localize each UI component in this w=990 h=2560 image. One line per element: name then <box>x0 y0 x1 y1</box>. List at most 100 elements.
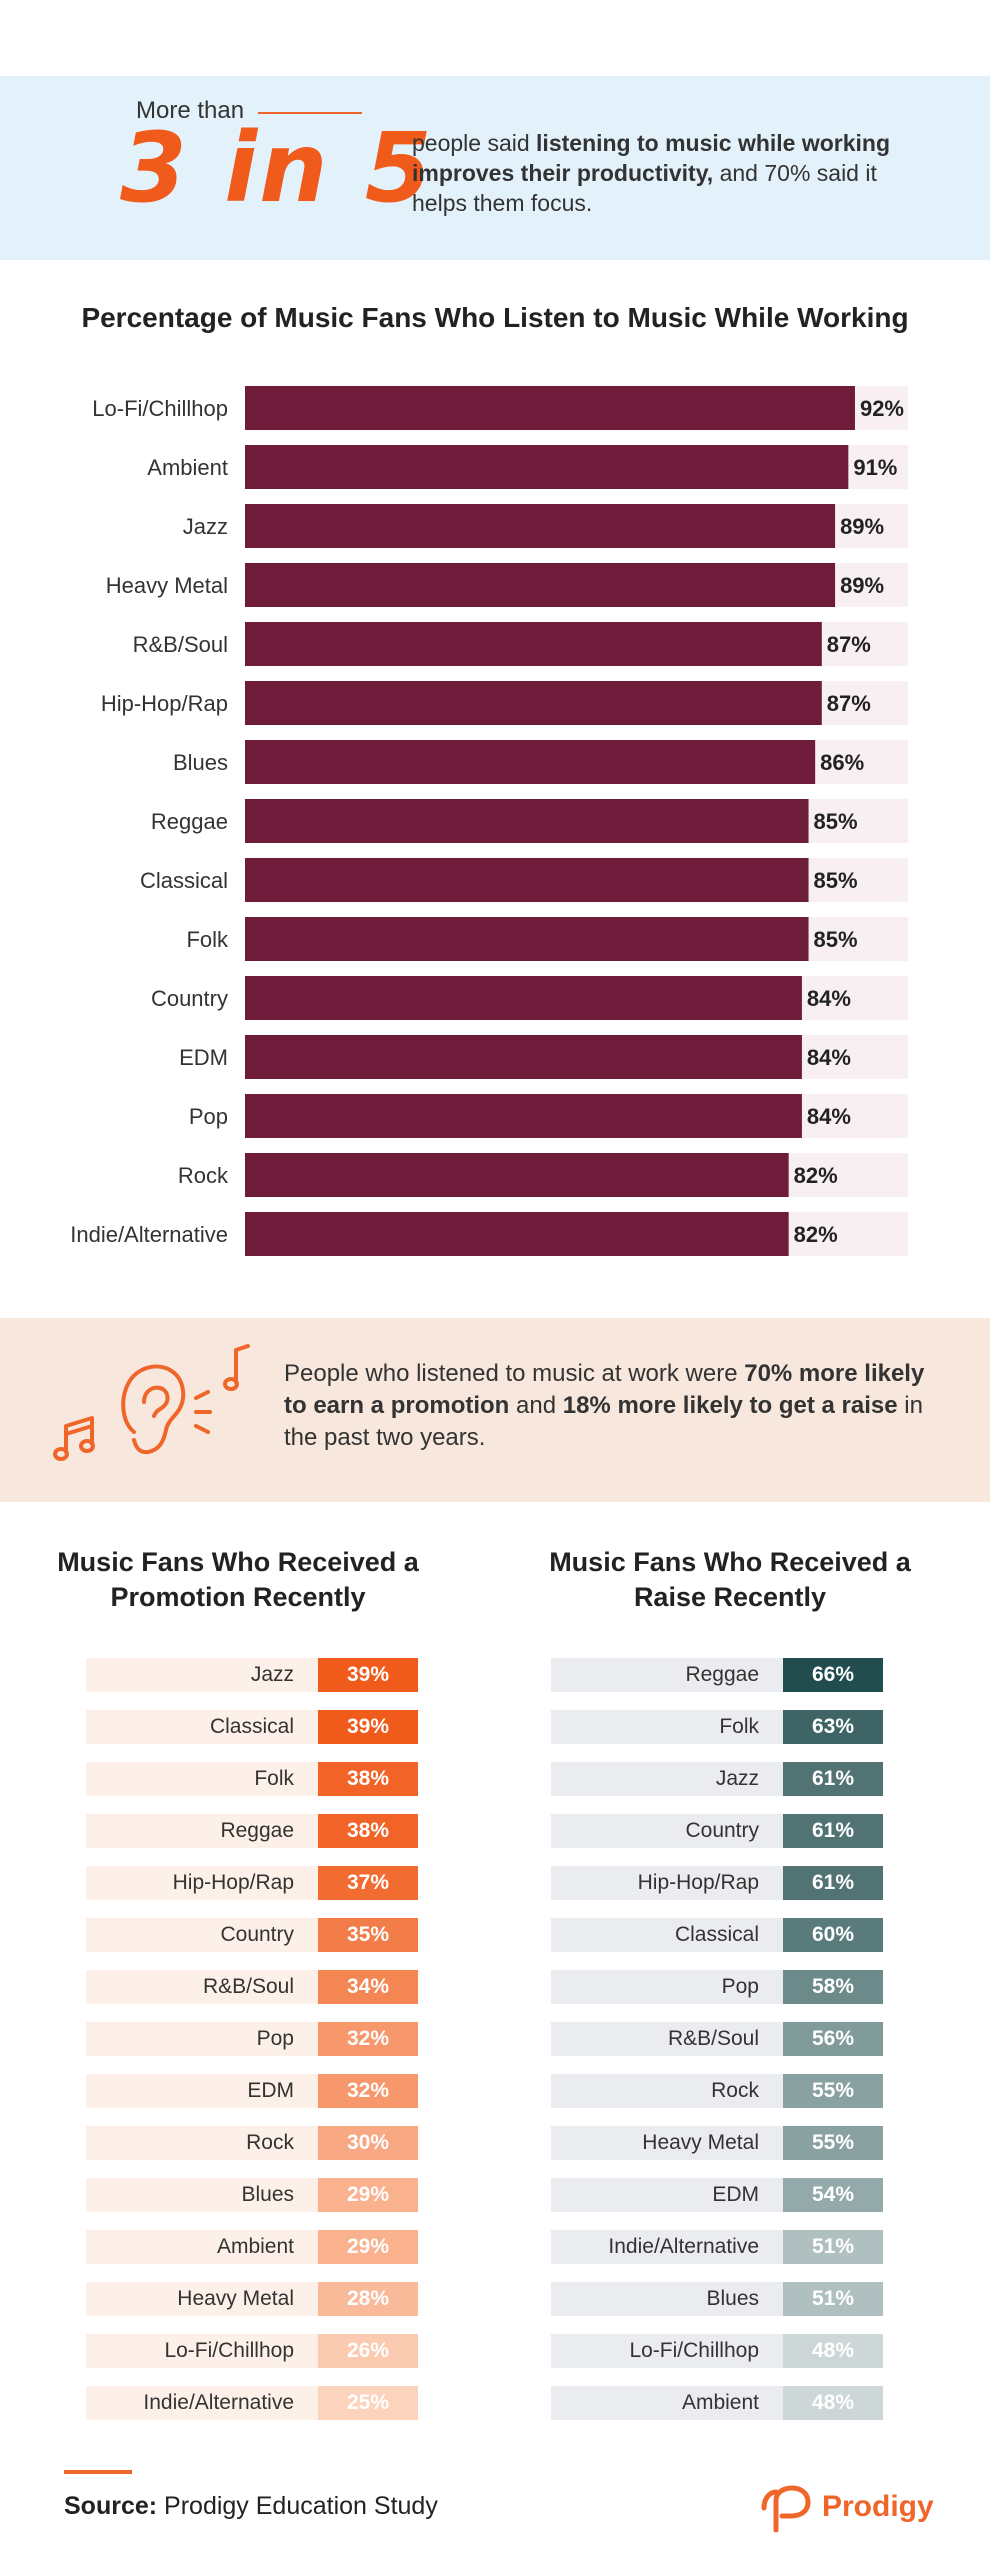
bar <box>245 1153 789 1197</box>
hero-prefix: More than <box>136 97 245 124</box>
value-label: 84% <box>807 1104 851 1129</box>
bar <box>245 681 822 725</box>
row-value: 35% <box>318 1918 418 1952</box>
row-value: 61% <box>783 1814 883 1848</box>
bar <box>245 504 836 548</box>
bar <box>245 1212 789 1256</box>
row-label: Folk <box>86 1762 318 1796</box>
table-row: EDM 54% <box>551 2178 883 2212</box>
row-label: Blues <box>86 2178 318 2212</box>
prodigy-logo[interactable]: Prodigy <box>758 2484 934 2533</box>
raise-table-title: Music Fans Who Received a Raise Recently <box>549 1547 911 1612</box>
row-label: Classical <box>551 1918 783 1952</box>
table-row: Rock 30% <box>86 2126 418 2160</box>
table-row: Jazz 39% <box>86 1658 418 1692</box>
value-label: 82% <box>794 1163 838 1188</box>
table-row: Blues 29% <box>86 2178 418 2212</box>
promotion-banner: People who listened to music at work wer… <box>0 1318 990 1502</box>
row-label: Pop <box>551 1970 783 2004</box>
row-value: 56% <box>783 2022 883 2056</box>
row-value: 54% <box>783 2178 883 2212</box>
table-row: EDM 32% <box>86 2074 418 2108</box>
row-value: 48% <box>783 2334 883 2368</box>
category-label: R&B/Soul <box>133 632 228 657</box>
hero-text-a: people said <box>412 130 537 156</box>
promotion-text-1: People who listened to music at work wer… <box>284 1360 745 1387</box>
value-label: 84% <box>807 986 851 1011</box>
table-row: Heavy Metal 28% <box>86 2282 418 2316</box>
value-label: 91% <box>853 455 897 480</box>
row-label: Jazz <box>86 1658 318 1692</box>
row-value: 61% <box>783 1866 883 1900</box>
hero-text: people said listening to music while wor… <box>412 128 912 218</box>
prodigy-logo-icon <box>761 2485 811 2533</box>
bar <box>245 976 802 1020</box>
value-label: 92% <box>860 396 904 421</box>
value-label: 85% <box>814 927 858 952</box>
bar <box>245 858 809 902</box>
row-label: Pop <box>86 2022 318 2056</box>
row-value: 29% <box>318 2230 418 2264</box>
ear-music-icon <box>53 1344 250 1461</box>
row-label: R&B/Soul <box>86 1970 318 2004</box>
table-row: Lo-Fi/Chillhop 26% <box>86 2334 418 2368</box>
raise-table: Reggae 66% Folk 63% Jazz 61% Country 61% Hip-Hop… <box>551 1658 883 2420</box>
row-label: Folk <box>551 1710 783 1744</box>
row-value: 51% <box>783 2282 883 2316</box>
table-row: Ambient 48% <box>551 2386 883 2420</box>
row-label: Lo-Fi/Chillhop <box>86 2334 318 2368</box>
row-value: 48% <box>783 2386 883 2420</box>
row-label: Blues <box>551 2282 783 2316</box>
row-value: 37% <box>318 1866 418 1900</box>
row-value: 63% <box>783 1710 883 1744</box>
row-label: Lo-Fi/Chillhop <box>551 2334 783 2368</box>
row-label: Indie/Alternative <box>86 2386 318 2420</box>
hero-text-bold: listening to music while working improve… <box>412 130 891 186</box>
row-value: 29% <box>318 2178 418 2212</box>
row-value: 51% <box>783 2230 883 2264</box>
bar <box>245 740 816 784</box>
bar <box>245 1094 802 1138</box>
row-value: 55% <box>783 2126 883 2160</box>
category-label: Classical <box>140 868 228 893</box>
row-value: 55% <box>783 2074 883 2108</box>
bar <box>245 622 822 666</box>
table-row: R&B/Soul 56% <box>551 2022 883 2056</box>
table-row: Reggae 66% <box>551 1658 883 1692</box>
footer-accent-line <box>64 2470 132 2474</box>
row-value: 26% <box>318 2334 418 2368</box>
table-row: Country 35% <box>86 1918 418 1952</box>
table-row: Ambient 29% <box>86 2230 418 2264</box>
row-label: Ambient <box>551 2386 783 2420</box>
category-label: EDM <box>179 1045 228 1070</box>
row-value: 61% <box>783 1762 883 1796</box>
bar <box>245 799 809 843</box>
table-row: Hip-Hop/Rap 37% <box>86 1866 418 1900</box>
value-label: 82% <box>794 1222 838 1247</box>
value-label: 87% <box>827 632 871 657</box>
source-label: Source: <box>64 2492 158 2520</box>
promotion-text-bold-2: 18% more likely to get a raise <box>562 1392 898 1419</box>
table-row: Folk 38% <box>86 1762 418 1796</box>
row-label: Rock <box>551 2074 783 2108</box>
row-label: EDM <box>551 2178 783 2212</box>
value-label: 84% <box>807 1045 851 1070</box>
hero-text-c: and 70% said it helps them focus. <box>412 160 877 216</box>
row-value: 58% <box>783 1970 883 2004</box>
table-row: Folk 63% <box>551 1710 883 1744</box>
row-label: Classical <box>86 1710 318 1744</box>
hero-prefix-line <box>258 112 362 114</box>
category-label: Reggae <box>151 809 228 834</box>
main-chart-title: Percentage of Music Fans Who Listen to M… <box>81 302 909 333</box>
table-row: Blues 51% <box>551 2282 883 2316</box>
row-value: 32% <box>318 2074 418 2108</box>
row-label: Rock <box>86 2126 318 2160</box>
prodigy-logo-text: Prodigy <box>822 2490 934 2523</box>
category-label: Country <box>151 986 228 1011</box>
row-label: Heavy Metal <box>551 2126 783 2160</box>
category-label: Rock <box>178 1163 229 1188</box>
table-row: Classical 39% <box>86 1710 418 1744</box>
category-label: Pop <box>189 1104 228 1129</box>
row-label: Hip-Hop/Rap <box>86 1866 318 1900</box>
hero-big-stat: 3 in 5 <box>120 112 434 224</box>
